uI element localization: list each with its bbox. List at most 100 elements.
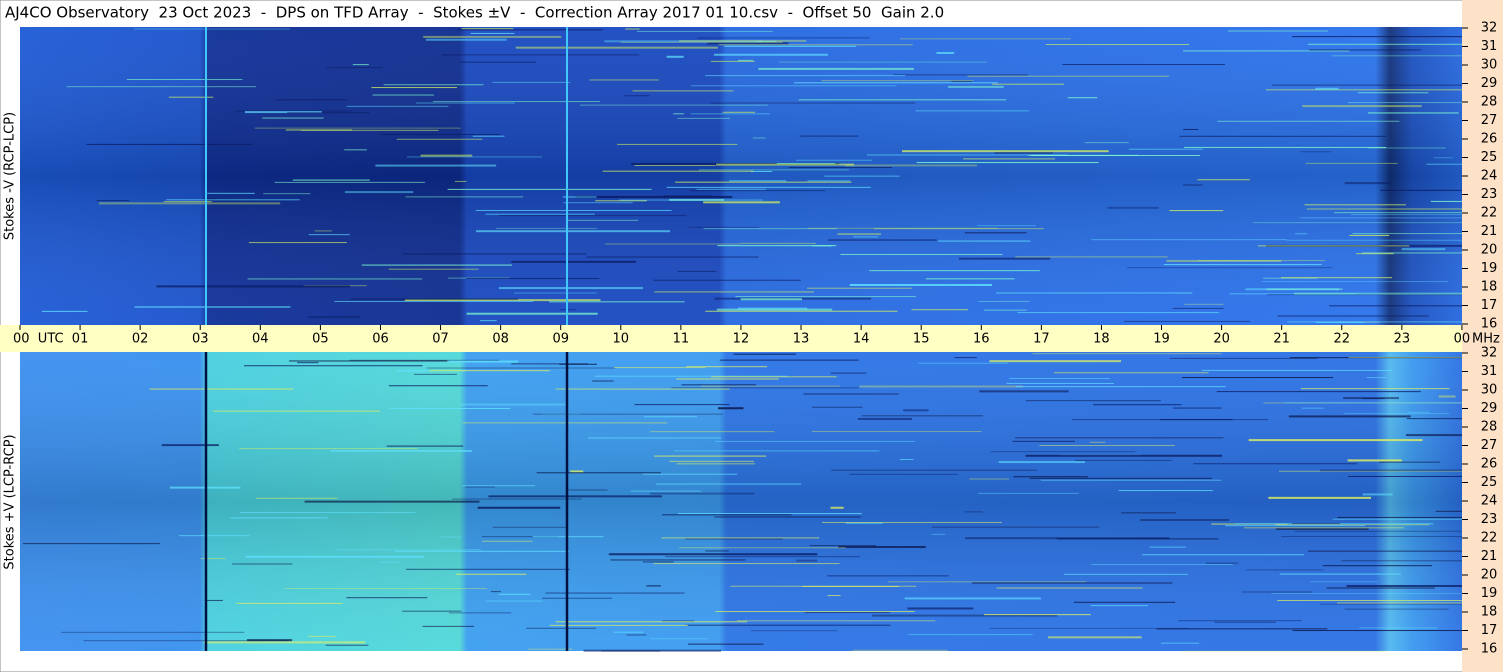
streak [711,376,837,378]
streak [951,80,973,82]
streak [297,362,319,364]
streak [492,81,571,83]
streak [1013,476,1088,478]
streak [1197,260,1325,262]
streak [1142,554,1305,556]
streak [432,101,600,103]
streak [1084,142,1129,144]
streak [284,587,488,589]
streak [1433,157,1453,159]
streak [718,44,913,46]
streak [674,450,880,452]
streak [1406,434,1462,437]
streak [617,143,738,145]
frequency-label: 24 [1481,169,1498,184]
streak [594,375,788,377]
streak [719,359,859,361]
time-label: 22 [1333,332,1350,347]
frequency-label: 22 [1481,531,1498,546]
streak [634,165,716,167]
streak [715,440,916,442]
streak [661,537,820,539]
streak [925,278,1015,280]
streak [630,490,701,492]
streak [1293,292,1462,295]
streak [394,550,569,552]
streak [1263,402,1462,404]
streak [899,458,914,460]
frequency-label: 29 [1481,401,1498,416]
streak [1193,463,1357,465]
time-label: 17 [1033,332,1050,347]
streak [349,359,500,361]
time-axis-band [0,325,1462,352]
frequency-label: 31 [1481,364,1498,379]
streak [650,492,755,495]
streak [289,360,450,362]
streak [579,104,769,106]
streak [989,627,1189,629]
frequency-label: 17 [1481,298,1498,313]
streak [1271,593,1462,595]
streak [405,196,524,198]
streak [1075,459,1172,461]
title: AJ4CO Observatory 23 Oct 2023 - DPS on T… [5,4,944,22]
streak [1407,411,1430,413]
streak [740,298,803,301]
streak [379,561,401,563]
streak [643,416,698,418]
streak [963,158,1056,160]
streak [1435,510,1462,512]
streak [798,99,1007,101]
streak [1308,550,1462,552]
streak [1401,248,1446,251]
streak [1277,315,1429,317]
streak [545,592,685,594]
streak [1267,294,1462,296]
streak [730,585,917,587]
streak [1169,357,1318,359]
streak [681,384,757,386]
shade-bottom [20,352,1462,651]
frequency-label: 21 [1481,549,1498,564]
streak [1334,212,1462,214]
frequency-label: 28 [1481,420,1498,435]
streak [735,296,916,298]
streak [455,573,527,575]
streak [996,587,1143,589]
streak [1366,377,1387,379]
streak [287,112,370,114]
streak [406,568,570,570]
streak [1225,525,1366,527]
streak [460,403,566,406]
streak [677,270,717,272]
streak [1054,372,1209,374]
streak [375,164,497,167]
frequency-unit: MHz [1472,332,1500,347]
streak [811,431,982,433]
streak [244,111,322,114]
streak [624,95,650,97]
streak [795,159,872,161]
streak [1017,312,1220,314]
streak [485,600,544,602]
streak [1380,189,1462,191]
streak [698,169,850,171]
streak [872,614,1058,617]
streak [134,305,291,308]
streak [514,292,597,294]
frequency-label: 26 [1481,457,1498,472]
streak [161,444,219,447]
streak [717,245,837,247]
frequency-label: 18 [1481,280,1498,295]
streak [931,533,946,535]
streak [824,175,900,177]
streak [632,90,734,92]
streak [663,195,713,197]
streak [1350,214,1462,216]
streak [605,243,741,245]
streak [1182,377,1333,379]
streak [372,94,434,96]
streak [1438,395,1456,398]
streak [1352,233,1462,235]
